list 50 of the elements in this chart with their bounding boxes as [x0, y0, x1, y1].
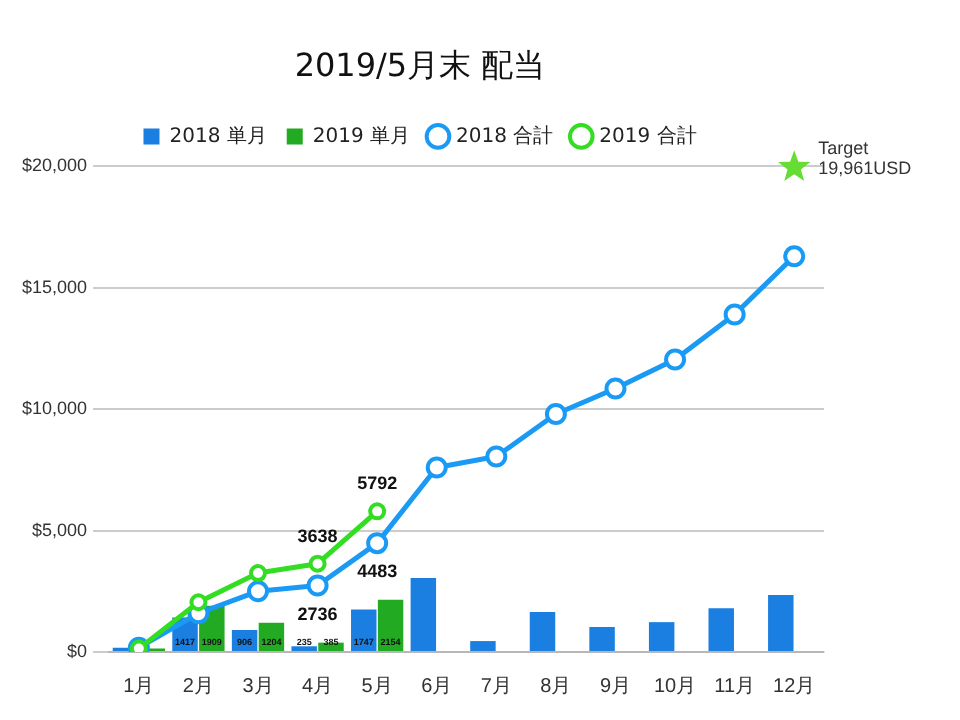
annotation: Target 19,961USD: [818, 138, 913, 179]
bar: [410, 577, 437, 651]
point: [723, 303, 746, 326]
x-tick-label: 5月: [361, 675, 393, 698]
bar: [589, 626, 615, 651]
point: [778, 150, 811, 182]
x-tick-label: 12月: [773, 675, 816, 698]
legend-label: 2018 合計: [456, 123, 554, 148]
data-label: 4483: [357, 561, 398, 582]
x-tick-label: 4月: [302, 675, 334, 698]
legend-label: 2018 単月: [169, 125, 267, 148]
bar: [377, 599, 404, 651]
x-tick-label: 8月: [540, 675, 572, 698]
chart-title: 2019/5月末 配当: [294, 45, 546, 84]
x-tick-label: 3月: [242, 675, 274, 698]
data-label: 5792: [357, 473, 398, 494]
y-tick-label: $10,000: [21, 398, 88, 419]
y-tick-label: $0: [67, 640, 88, 661]
bar: [529, 611, 556, 651]
point: [249, 564, 268, 583]
point: [247, 580, 270, 603]
point: [306, 574, 329, 597]
bar: [470, 641, 496, 651]
x-tick-label: 7月: [480, 675, 512, 698]
point: [485, 445, 508, 468]
legend-label: 2019 単月: [312, 125, 411, 148]
x-tick-label: 6月: [421, 675, 453, 698]
point: [604, 377, 627, 400]
x-tick-label: 10月: [653, 675, 697, 698]
x-tick-label: 11月: [714, 675, 756, 698]
x-tick-label: 2月: [182, 675, 214, 698]
bar: [768, 594, 794, 651]
y-tick-label: $15,000: [21, 276, 88, 297]
legend-label: 2019 合計: [599, 123, 697, 148]
y-tick-label: $5,000: [32, 519, 88, 540]
data-label: 2736: [297, 603, 338, 624]
point: [189, 593, 208, 612]
point: [544, 403, 567, 426]
bar: [708, 608, 734, 651]
point: [368, 502, 387, 521]
point: [425, 456, 448, 479]
point: [308, 554, 327, 573]
point: [366, 532, 389, 555]
point: [664, 348, 687, 371]
data-label: 3638: [297, 525, 338, 546]
bar: [648, 622, 675, 651]
x-tick-label: 1月: [123, 675, 155, 698]
y-tick-label: $20,000: [21, 155, 88, 176]
point: [783, 245, 806, 268]
x-tick-label: 9月: [599, 675, 632, 698]
